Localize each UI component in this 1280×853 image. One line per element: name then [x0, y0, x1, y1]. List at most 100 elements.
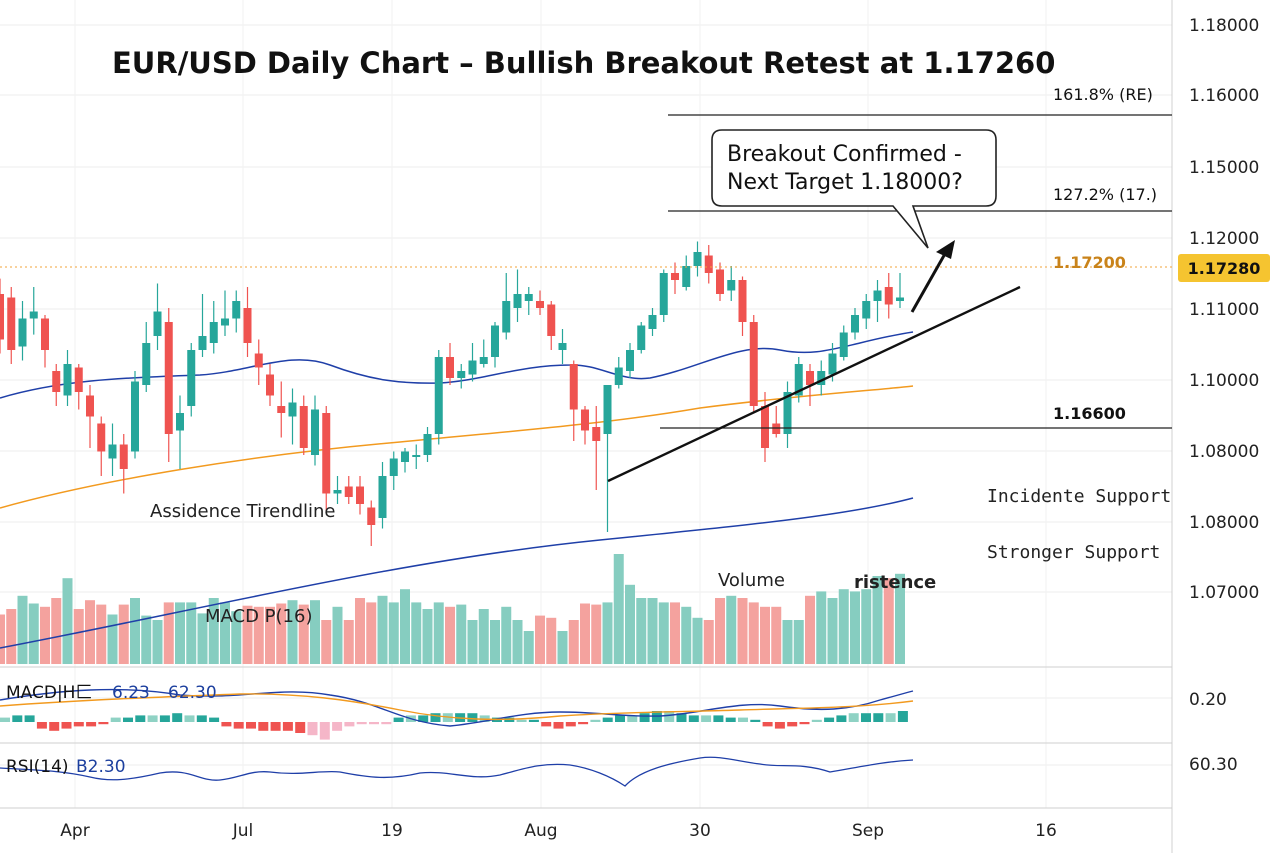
price-tick-6: 1.08000 [1189, 442, 1259, 462]
volume-bar-79 [883, 578, 894, 664]
macd-pane [0, 711, 908, 740]
candle-body-64 [716, 269, 724, 294]
candle-body-61 [682, 266, 691, 287]
rsi-value: B2.30 [76, 757, 126, 777]
volume-bar-46 [512, 620, 523, 664]
candle-body-25 [277, 406, 286, 413]
volume-bar-20 [220, 602, 230, 664]
volume-bar-65 [726, 595, 737, 664]
volume-bars [0, 554, 905, 664]
candle-body-30 [333, 490, 342, 494]
candle-body-2 [18, 318, 27, 347]
volume-bar-48 [535, 615, 545, 664]
macd-hist-51 [627, 715, 638, 722]
time-tick-2: 19 [381, 821, 403, 841]
volume-bar-26 [287, 600, 298, 664]
candle-body-51 [569, 364, 578, 410]
trendline-label: Assidence Tirendline [150, 501, 336, 522]
volume-bar-47 [523, 631, 534, 664]
volume-bar-50 [557, 631, 568, 664]
candle-body-14 [153, 311, 162, 336]
macd-hist-57 [701, 715, 712, 722]
macd-hist-63 [774, 722, 785, 729]
macd-hist-60 [738, 717, 748, 722]
volume-bar-14 [152, 620, 163, 664]
macd-hist-38 [467, 713, 478, 722]
volume-bar-56 [625, 584, 635, 664]
candle-body-10 [108, 444, 117, 459]
label-support-16600: 1.16600 [1053, 404, 1126, 423]
volume-bar-24 [265, 606, 275, 664]
macd-hist-19 [233, 722, 244, 729]
candle-body-40 [446, 357, 454, 378]
macd-hist-48 [590, 719, 601, 722]
price-tick-1: 1.16000 [1189, 86, 1259, 106]
volume-bar-38 [422, 609, 433, 664]
candle-body-32 [356, 486, 364, 504]
candle-body-23 [254, 353, 263, 368]
candle-body-5 [52, 371, 61, 392]
candle-body-26 [288, 402, 297, 417]
candle-body-0 [0, 294, 4, 340]
volume-bar-41 [456, 604, 467, 664]
callout-line-2: Next Target 1.18000? [727, 170, 963, 195]
grid [0, 0, 1172, 808]
candle-body-49 [547, 304, 556, 336]
volume-bar-36 [400, 589, 410, 664]
volume-bar-64 [715, 598, 725, 664]
macd-signal-line [0, 693, 914, 721]
candle-body-1 [7, 297, 16, 350]
macd-hist-27 [332, 722, 343, 731]
candle-body-13 [142, 343, 151, 385]
volume-label: Volume [718, 570, 785, 591]
candle-body-58 [648, 315, 657, 329]
volume-bar-70 [782, 620, 793, 664]
macd-hist-18 [221, 722, 232, 727]
price-tick-8: 1.07000 [1189, 583, 1259, 603]
volume-bar-76 [850, 591, 860, 664]
macd-hist-6 [73, 722, 84, 727]
rsi-line [0, 756, 914, 787]
macd-hist-14 [172, 713, 183, 722]
macd-hist-26 [319, 722, 330, 740]
macd-overlay-label: MACD P(16) [205, 606, 312, 627]
volume-bar-80 [895, 573, 905, 664]
time-tick-3: Aug [524, 821, 557, 841]
candle-body-48 [536, 301, 544, 308]
candle-body-57 [637, 325, 646, 350]
volume-bar-32 [355, 598, 365, 664]
candle-body-59 [659, 273, 668, 315]
macd-hist-68 [836, 715, 847, 722]
current-price-value: 1.17280 [1188, 259, 1261, 278]
volume-bar-33 [366, 602, 377, 664]
volume-bar-58 [647, 598, 658, 664]
volume-bar-66 [737, 598, 748, 664]
macd-hist-35 [430, 713, 441, 722]
macd-hist-10 [123, 717, 133, 722]
volume-bar-78 [872, 576, 883, 664]
candle-body-39 [434, 357, 443, 434]
macd-hist-13 [159, 715, 170, 722]
volume-bar-19 [208, 598, 219, 664]
macd-hist-20 [246, 722, 256, 729]
macd-hist-7 [86, 722, 97, 727]
volume-bar-55 [613, 554, 624, 664]
candle-body-68 [761, 406, 769, 448]
macd-hist-28 [344, 722, 355, 727]
label-fib-1272: 127.2% (17.) [1053, 185, 1157, 204]
candle-body-7 [74, 367, 83, 392]
volume-bar-16 [175, 602, 185, 664]
candle-body-50 [558, 343, 567, 350]
candle-body-69 [772, 423, 781, 434]
ascending-trendline [607, 285, 1021, 483]
volume-bar-74 [827, 598, 838, 664]
volume-bar-62 [692, 617, 703, 664]
macd-hist-46 [565, 722, 576, 727]
macd-hist-69 [848, 713, 859, 722]
candle-body-77 [862, 301, 871, 319]
candle-body-31 [344, 486, 353, 497]
breakout-arrow [910, 240, 955, 313]
candle-body-47 [524, 294, 533, 301]
volume-bar-35 [388, 602, 399, 664]
